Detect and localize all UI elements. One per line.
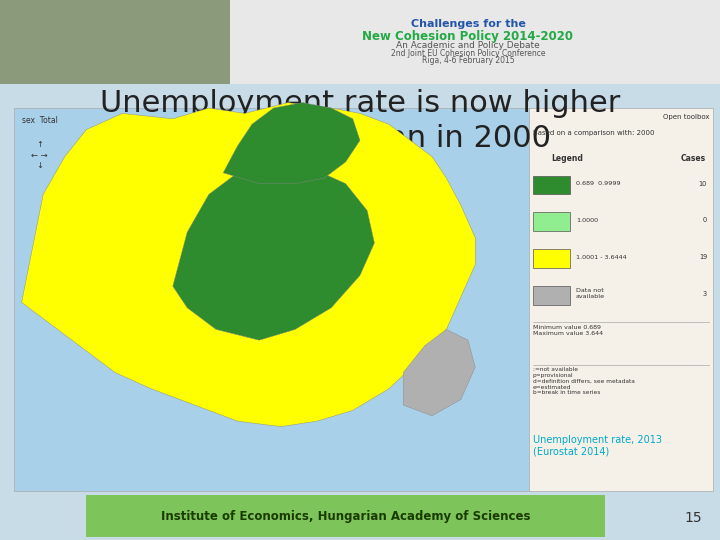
FancyBboxPatch shape <box>0 0 230 84</box>
Polygon shape <box>223 103 360 184</box>
FancyBboxPatch shape <box>533 212 570 231</box>
FancyBboxPatch shape <box>0 0 720 84</box>
FancyBboxPatch shape <box>529 108 713 491</box>
Text: Data not
available: Data not available <box>576 288 605 299</box>
FancyBboxPatch shape <box>14 108 533 491</box>
Polygon shape <box>22 103 475 427</box>
Text: Riga, 4-6 February 2015: Riga, 4-6 February 2015 <box>422 56 514 65</box>
Polygon shape <box>403 329 475 416</box>
Text: 19: 19 <box>699 254 707 260</box>
Text: 3: 3 <box>703 291 707 297</box>
Text: Open toolbox: Open toolbox <box>662 114 709 120</box>
FancyBboxPatch shape <box>533 176 570 194</box>
Polygon shape <box>173 162 374 340</box>
Text: sex  Total: sex Total <box>22 116 58 125</box>
Text: 0.689  0.9999: 0.689 0.9999 <box>576 181 621 186</box>
FancyBboxPatch shape <box>533 249 570 268</box>
Text: 1.0001 - 3.6444: 1.0001 - 3.6444 <box>576 254 626 260</box>
Text: in many MS than in 2000: in many MS than in 2000 <box>168 124 552 153</box>
FancyBboxPatch shape <box>533 286 570 305</box>
Text: :=not available
p=provisional
d=definition differs, see metadata
e=estimated
b=b: :=not available p=provisional d=definiti… <box>533 367 634 395</box>
Text: Minimum value 0.689
Maximum value 3.644: Minimum value 0.689 Maximum value 3.644 <box>533 325 603 336</box>
Text: An Academic and Policy Debate: An Academic and Policy Debate <box>396 40 540 50</box>
Text: Unemployment rate, 2013
(Eurostat 2014): Unemployment rate, 2013 (Eurostat 2014) <box>533 435 662 456</box>
Text: Based on a comparison with: 2000: Based on a comparison with: 2000 <box>533 130 654 136</box>
FancyBboxPatch shape <box>86 495 605 537</box>
Text: 1.0000: 1.0000 <box>576 218 598 223</box>
Text: Institute of Economics, Hungarian Academy of Sciences: Institute of Economics, Hungarian Academ… <box>161 510 531 523</box>
Text: 15: 15 <box>685 511 702 525</box>
Text: Unemployment rate is now higher: Unemployment rate is now higher <box>100 89 620 118</box>
Text: ↑
← →
↓: ↑ ← → ↓ <box>31 140 48 170</box>
Text: Legend: Legend <box>551 154 582 163</box>
Text: 0: 0 <box>703 217 707 224</box>
Text: Challenges for the: Challenges for the <box>410 19 526 29</box>
Text: Cases: Cases <box>680 154 706 163</box>
Text: 2nd Joint EU Cohesion Policy Conference: 2nd Joint EU Cohesion Policy Conference <box>391 49 545 58</box>
Text: New Cohesion Policy 2014-2020: New Cohesion Policy 2014-2020 <box>362 30 574 43</box>
Text: 10: 10 <box>698 180 707 187</box>
